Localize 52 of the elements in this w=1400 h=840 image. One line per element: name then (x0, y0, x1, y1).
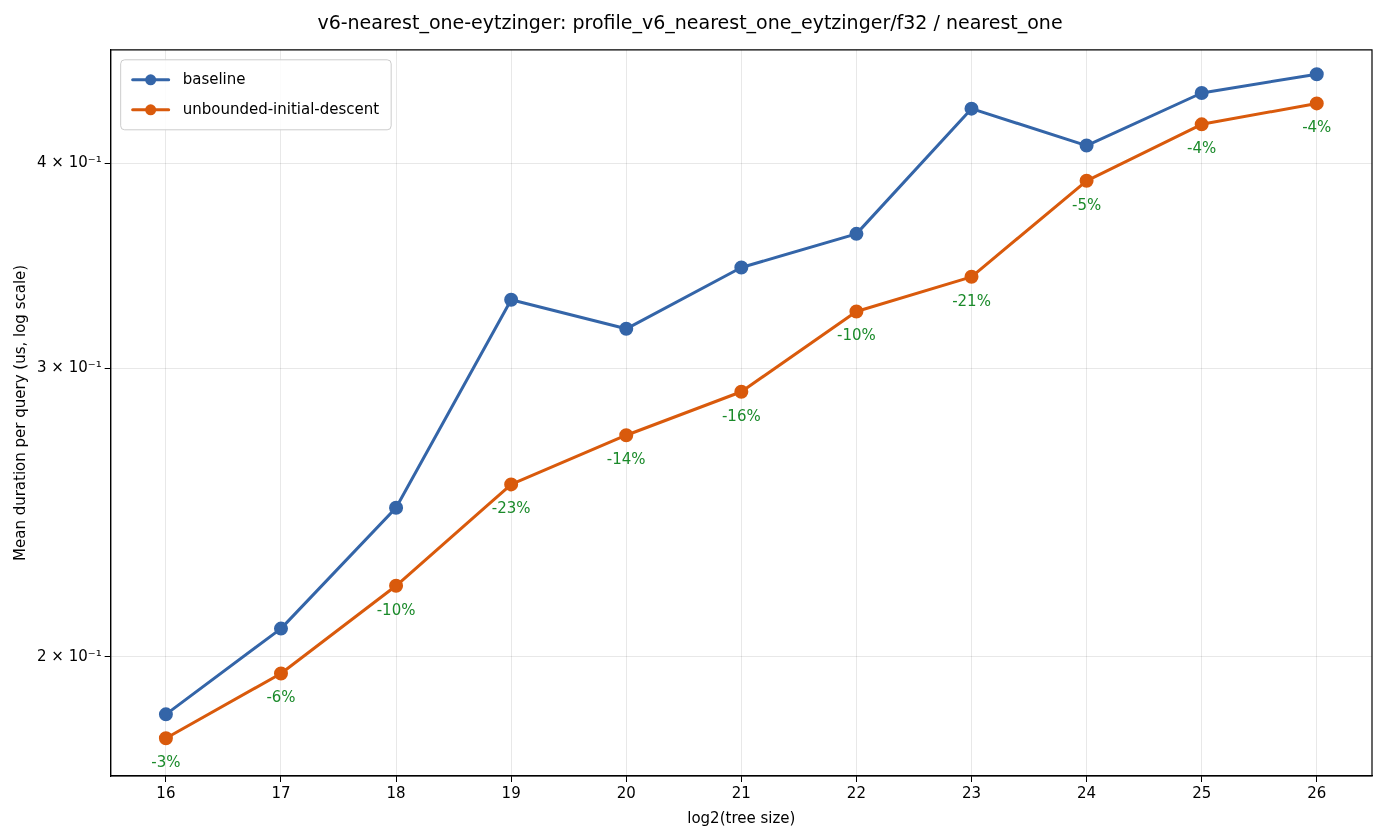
point (619, 321, 634, 336)
point (619, 428, 634, 443)
annotation: -23% (491, 499, 531, 518)
point (158, 707, 173, 722)
annotation: -21% (952, 291, 991, 310)
x-tick-label: 16 (156, 783, 176, 802)
point (734, 384, 749, 399)
point (1079, 173, 1094, 188)
x-tick-label: 23 (961, 783, 982, 802)
point (504, 477, 519, 492)
point (1079, 138, 1094, 153)
x-tick-label: 26 (1307, 783, 1327, 802)
annotation: -14% (606, 450, 646, 469)
annotation: -16% (721, 406, 761, 425)
point (273, 621, 288, 636)
point (273, 666, 288, 681)
point (389, 500, 404, 515)
annotation: -10% (376, 600, 416, 619)
chart-title: v6-nearest_one-eytzinger: profile_v6_nearest_one_eytzinger/f32 / nearest_one (317, 11, 1063, 35)
x-axis-title: log2(tree size) (687, 808, 796, 827)
point (849, 304, 864, 319)
point (964, 269, 979, 284)
point (849, 226, 864, 241)
annotation: -10% (837, 326, 876, 345)
y-tick-label: 3 × 10⁻¹ (36, 357, 102, 376)
legend-label: baseline (182, 69, 246, 88)
point (964, 101, 979, 116)
annotation: -5% (1071, 195, 1102, 214)
y-axis-title: Mean duration per query (us, log scale) (10, 264, 29, 561)
point (504, 292, 519, 307)
annotation: -6% (266, 688, 296, 707)
x-tick-label: 24 (1077, 783, 1097, 802)
annotation: -4% (1187, 139, 1217, 158)
x-tick-label: 17 (271, 783, 291, 802)
y-tick-label: 2 × 10⁻¹ (36, 646, 102, 665)
x-tick-label: 20 (616, 783, 636, 802)
x-tick-label: 19 (501, 783, 521, 802)
point (158, 731, 173, 746)
x-tick-label: 22 (846, 783, 866, 802)
point (1194, 86, 1209, 100)
point (734, 260, 749, 275)
legend-label: unbounded-initial-descent (182, 99, 380, 118)
y-tick-label: 4 × 10⁻¹ (36, 153, 102, 172)
x-tick-label: 18 (386, 783, 406, 802)
x-tick-label: 21 (731, 783, 751, 802)
point (389, 578, 404, 593)
point (1309, 67, 1324, 82)
annotation: -4% (1302, 118, 1332, 137)
point (1194, 117, 1209, 132)
annotation: -3% (151, 753, 181, 772)
point (1309, 96, 1324, 111)
x-tick-label: 25 (1192, 783, 1212, 802)
